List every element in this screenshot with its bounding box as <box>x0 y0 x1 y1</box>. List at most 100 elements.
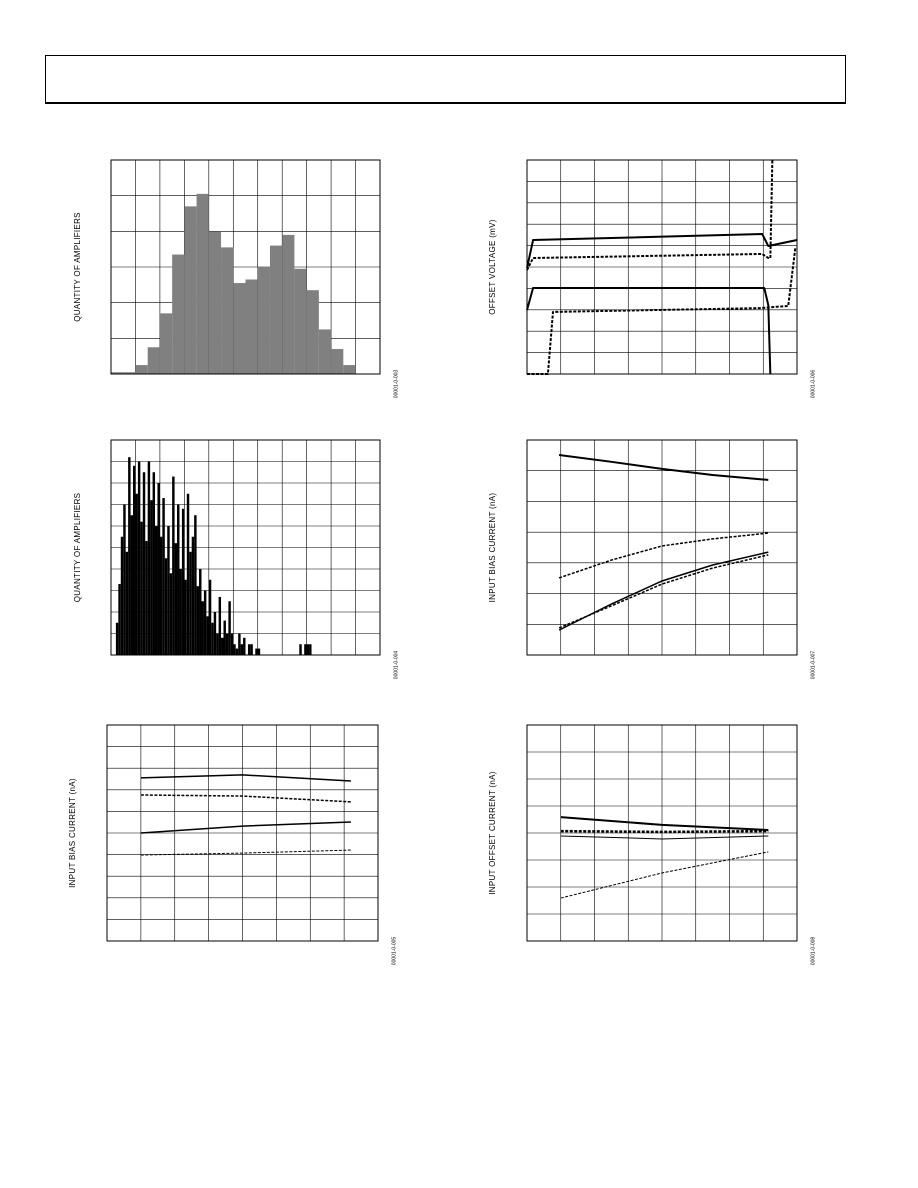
histogram-bar <box>233 283 246 374</box>
histogram-bar <box>225 633 229 655</box>
histogram-bar <box>196 586 200 655</box>
histogram-bar <box>130 515 134 655</box>
histogram-bar <box>152 472 156 655</box>
histogram-bar <box>115 622 119 655</box>
chart-panel: OFFSET VOLTAGE (mV) 00001-0-006 <box>488 159 816 399</box>
histogram-bar <box>309 644 312 655</box>
histogram-bar <box>142 472 146 655</box>
histogram-bar <box>282 234 295 374</box>
histogram-bar <box>174 543 178 655</box>
histogram-bar <box>235 648 239 655</box>
data-line <box>560 829 769 834</box>
y-axis-label: INPUT BIAS CURRENT (nA) <box>488 493 497 603</box>
histogram-bar <box>257 648 261 655</box>
histogram-bar <box>147 461 151 655</box>
histogram-bar <box>135 493 138 655</box>
histogram-bar <box>172 254 185 374</box>
histogram-bar <box>194 515 197 655</box>
histogram-bar <box>189 551 192 655</box>
histogram-bar <box>208 231 222 374</box>
histogram-bar <box>331 349 344 374</box>
chart-panel: QUANTITY OF AMPLIFIERS 00001-0-003 <box>73 159 399 398</box>
histogram-bar <box>223 620 226 655</box>
histogram-bar <box>133 465 136 655</box>
data-line <box>558 532 769 579</box>
histogram-bar <box>201 601 204 655</box>
histogram-bar <box>159 536 163 655</box>
histogram-bar <box>216 633 219 655</box>
histogram-bar <box>257 267 270 374</box>
data-line <box>140 774 351 782</box>
data-line <box>560 835 769 840</box>
histogram-bar <box>221 247 234 374</box>
histogram-bar <box>120 536 124 655</box>
data-line <box>526 233 798 269</box>
histogram-bar <box>184 206 197 374</box>
histogram-bar <box>181 508 185 655</box>
histogram-bar <box>179 569 182 655</box>
histogram-bar <box>318 329 332 374</box>
histogram-bar <box>172 476 175 655</box>
histogram-bar <box>140 521 143 655</box>
histogram-bar <box>164 558 168 655</box>
data-line <box>558 454 769 481</box>
histogram-bar <box>123 372 136 374</box>
figure-code: 00001-0-004 <box>393 651 399 680</box>
chart-panel: INPUT BIAS CURRENT (nA) 00001-0-007 <box>488 439 816 680</box>
figure-code: 00001-0-007 <box>810 651 816 680</box>
plot-frame <box>526 439 798 656</box>
histogram-bar <box>162 498 165 655</box>
histogram-bar <box>218 596 222 655</box>
header-box <box>45 55 846 104</box>
histogram-bar <box>306 644 310 655</box>
histogram-bar <box>208 579 212 655</box>
histogram-bar <box>211 622 214 655</box>
data-line <box>558 554 769 629</box>
histogram-bar <box>128 457 131 655</box>
histogram-bar <box>299 644 302 655</box>
histogram-bar <box>184 579 187 655</box>
y-axis-label: INPUT BIAS CURRENT (nA) <box>68 778 77 888</box>
histogram-bar <box>230 633 234 655</box>
histogram-bar <box>238 633 241 655</box>
histogram-bar <box>245 279 258 374</box>
data-line <box>140 794 351 803</box>
figure-code: 00001-0-005 <box>391 937 397 966</box>
histogram-bar <box>199 569 202 655</box>
histogram-bar <box>123 504 126 655</box>
data-line <box>140 849 351 856</box>
chart-panel: QUANTITY OF AMPLIFIERS 00001-0-004 <box>73 439 399 680</box>
histogram-bar <box>191 536 195 655</box>
plot-frame <box>526 159 798 375</box>
y-axis-label: QUANTITY OF AMPLIFIERS <box>73 212 82 322</box>
figure-code: 00001-0-006 <box>810 370 816 399</box>
histogram-bar <box>228 601 231 655</box>
histogram-bar <box>155 526 158 655</box>
histogram-bar <box>135 365 148 374</box>
histogram-bar <box>186 493 190 655</box>
histogram-bar <box>150 500 153 655</box>
histogram-bar <box>167 526 170 655</box>
histogram-bar <box>240 644 244 655</box>
data-line <box>560 816 769 832</box>
histogram-bar <box>306 290 319 374</box>
histogram-bar <box>255 648 258 655</box>
plot-frame <box>110 439 381 656</box>
histogram-bar <box>343 365 356 374</box>
histogram-bar <box>243 637 246 655</box>
histogram-bar <box>294 268 307 374</box>
histogram-bar <box>169 573 173 655</box>
data-line <box>527 247 797 375</box>
histogram-bar <box>125 551 129 655</box>
histogram-bar <box>145 541 148 655</box>
histogram-bar <box>304 644 307 655</box>
histogram-bar <box>111 372 124 374</box>
chart-panel: INPUT OFFSET CURRENT (nA) 00001-0-008 <box>488 724 816 965</box>
plot-frame <box>106 724 379 942</box>
histogram-bar <box>177 504 180 655</box>
data-line <box>560 851 769 899</box>
chart-panel: INPUT BIAS CURRENT (nA) 00001-0-005 <box>68 724 397 966</box>
histogram-bar <box>147 347 160 374</box>
